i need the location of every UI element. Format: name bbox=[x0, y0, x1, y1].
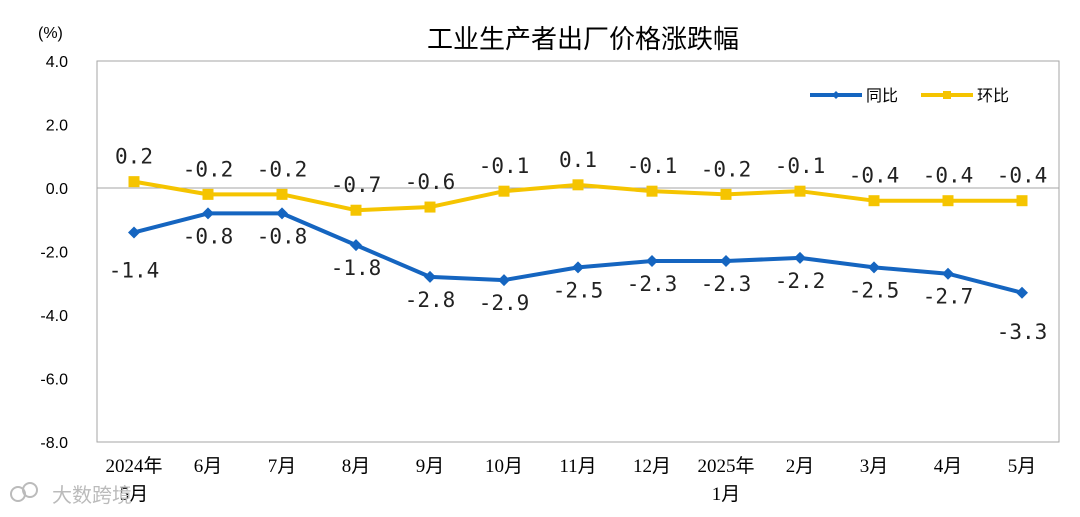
data-point bbox=[942, 267, 954, 280]
data-label: 0.2 bbox=[115, 145, 153, 169]
x-tick-label: 2月 bbox=[786, 456, 815, 477]
data-label: -2.5 bbox=[849, 278, 900, 302]
data-point bbox=[646, 185, 658, 197]
data-point bbox=[202, 207, 214, 220]
data-label: -0.2 bbox=[701, 157, 752, 181]
data-point bbox=[646, 255, 658, 268]
x-tick-label: 12月 bbox=[633, 456, 671, 477]
series-环比: 0.2 -0.2 -0.2 -0.7 -0.6 -0.1 0.1 -0.1 -0.2 -0.1 -0… bbox=[115, 145, 1047, 216]
legend: 同比 环比 bbox=[810, 86, 1009, 105]
x-tick-label: 5月 bbox=[120, 484, 149, 505]
legend-label: 环比 bbox=[977, 86, 1009, 105]
x-tick-label: 10月 bbox=[485, 456, 523, 477]
x-tick-label: 1月 bbox=[712, 484, 741, 505]
data-point bbox=[350, 204, 362, 216]
data-point bbox=[498, 185, 510, 197]
data-label: 0.1 bbox=[559, 148, 597, 172]
x-tick-label: 8月 bbox=[342, 456, 371, 477]
data-point bbox=[1016, 286, 1028, 299]
data-label: -3.3 bbox=[997, 320, 1048, 344]
data-point bbox=[128, 226, 140, 239]
x-tick-label: 11月 bbox=[559, 456, 596, 477]
data-point bbox=[572, 179, 584, 191]
data-label: -0.1 bbox=[627, 154, 678, 178]
data-label: -0.1 bbox=[775, 154, 826, 178]
x-axis: 2024年 5月 6月 7月 8月 9月 10月 11月 12月 2025年 1月 2月 3月 4月 5月 bbox=[105, 455, 1036, 505]
x-tick-label: 3月 bbox=[860, 456, 889, 477]
data-point bbox=[942, 195, 954, 207]
x-tick-label: 2025年 bbox=[697, 455, 754, 477]
data-point bbox=[276, 207, 288, 220]
y-axis-unit: (%) bbox=[38, 25, 63, 42]
data-point bbox=[350, 239, 362, 252]
data-point bbox=[794, 185, 806, 197]
watermark-text: 大数跨境 bbox=[52, 483, 132, 507]
data-label: -0.8 bbox=[183, 224, 234, 248]
legend-marker bbox=[832, 91, 840, 99]
watermark: 大数跨境 bbox=[10, 482, 132, 507]
y-tick-label: -2.0 bbox=[40, 245, 68, 262]
series-同比: -1.4 -0.8 -0.8 -1.8 -2.8 -2.9 -2.5 -2.3 -2.3 -2.2… bbox=[109, 207, 1048, 344]
data-point bbox=[276, 188, 288, 200]
chart-title: 工业生产者出厂价格涨跌幅 bbox=[427, 25, 739, 55]
data-point bbox=[498, 274, 510, 287]
data-point bbox=[794, 251, 806, 264]
legend-marker bbox=[943, 91, 951, 99]
data-label: -0.7 bbox=[331, 173, 382, 197]
data-label: -2.3 bbox=[627, 272, 678, 296]
data-label: -2.5 bbox=[553, 278, 604, 302]
data-label: -2.3 bbox=[701, 272, 752, 296]
legend-label: 同比 bbox=[866, 86, 898, 105]
x-tick-label: 7月 bbox=[268, 456, 297, 477]
data-label: -0.4 bbox=[849, 164, 900, 188]
y-tick-label: -8.0 bbox=[40, 435, 68, 452]
data-point bbox=[128, 176, 140, 188]
x-tick-label: 2024年 bbox=[105, 455, 162, 477]
data-label: -1.4 bbox=[109, 258, 160, 282]
y-tick-label: -4.0 bbox=[40, 308, 68, 325]
y-tick-label: -6.0 bbox=[40, 372, 68, 389]
data-label: -0.8 bbox=[257, 224, 308, 248]
data-point bbox=[572, 261, 584, 274]
watermark-icon-2 bbox=[22, 482, 38, 498]
data-label: -0.2 bbox=[183, 157, 234, 181]
data-point bbox=[868, 195, 880, 207]
x-tick-label: 4月 bbox=[934, 456, 963, 477]
y-axis: 4.0 2.0 0.0 -2.0 -4.0 -6.0 -8.0 bbox=[40, 54, 68, 452]
x-tick-label: 5月 bbox=[1008, 456, 1037, 477]
data-point bbox=[202, 188, 214, 200]
data-label: -0.4 bbox=[923, 164, 974, 188]
data-point bbox=[424, 270, 436, 283]
data-label: -0.4 bbox=[997, 164, 1048, 188]
data-label: -2.2 bbox=[775, 269, 826, 293]
data-point bbox=[868, 261, 880, 274]
data-label: -2.9 bbox=[479, 291, 530, 315]
data-label: -2.7 bbox=[923, 285, 974, 309]
y-tick-label: 4.0 bbox=[46, 54, 68, 71]
data-label: -0.1 bbox=[479, 154, 530, 178]
data-point bbox=[720, 255, 732, 268]
data-label: -0.2 bbox=[257, 157, 308, 181]
data-point bbox=[1016, 195, 1028, 207]
series-layer: -1.4 -0.8 -0.8 -1.8 -2.8 -2.9 -2.5 -2.3 -2.3 -2.2… bbox=[109, 145, 1048, 344]
data-label: -1.8 bbox=[331, 256, 382, 280]
plot-area bbox=[96, 60, 1060, 443]
y-tick-label: 2.0 bbox=[46, 118, 68, 135]
data-point bbox=[424, 201, 436, 213]
data-label: -0.6 bbox=[405, 170, 456, 194]
x-tick-label: 9月 bbox=[416, 456, 445, 477]
data-label: -2.8 bbox=[405, 288, 456, 312]
x-tick-label: 6月 bbox=[194, 456, 223, 477]
y-tick-label: 0.0 bbox=[46, 181, 68, 198]
plot-border bbox=[96, 60, 1060, 443]
data-point bbox=[720, 188, 732, 200]
